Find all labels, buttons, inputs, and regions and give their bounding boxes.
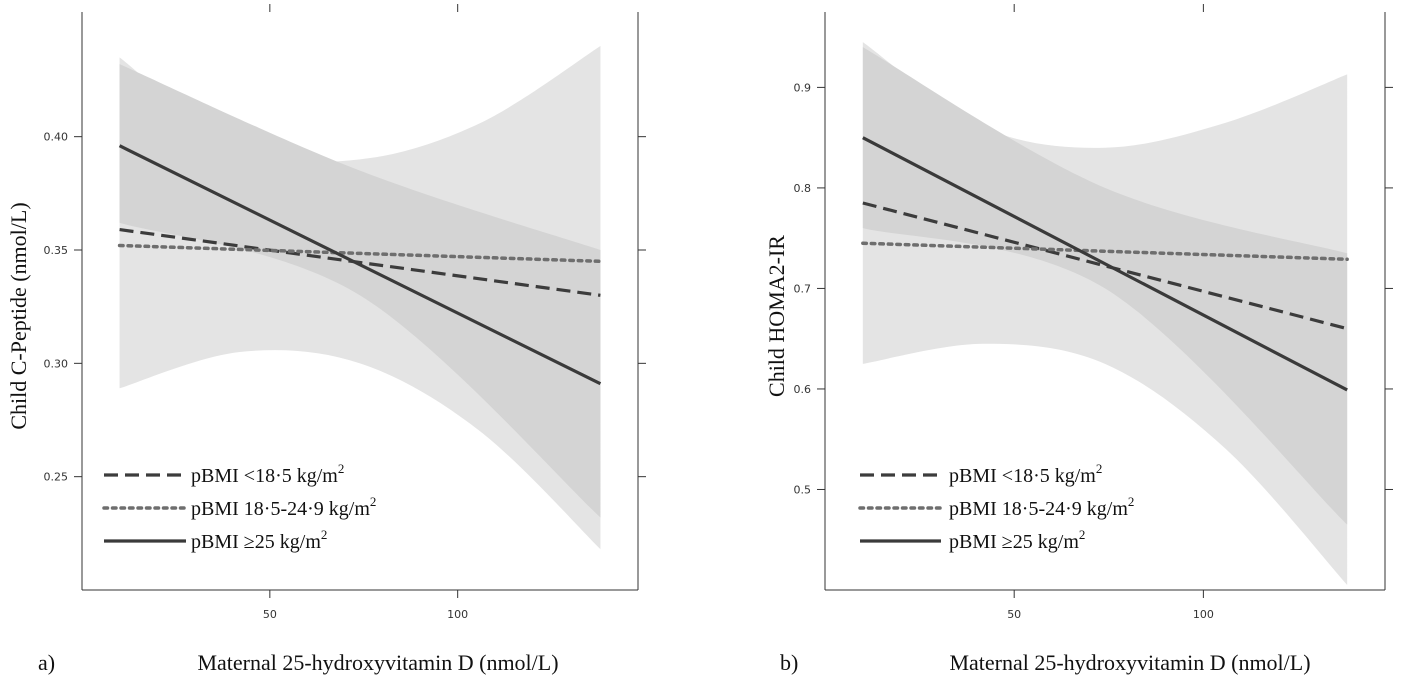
legend-label: pBMI 18·5-24·9 kg/m2 — [949, 494, 1134, 520]
y-tick-label: 0.5 — [794, 483, 812, 496]
legend-label: pBMI ≥25 kg/m2 — [191, 527, 327, 553]
y-tick-label: 0.8 — [794, 182, 812, 195]
legend-label: pBMI <18·5 kg/m2 — [191, 461, 344, 487]
y-axis-title: Child HOMA2-IR — [764, 235, 789, 397]
x-tick-label: 50 — [263, 608, 277, 621]
y-axis-title: Child C-Peptide (nmol/L) — [6, 202, 31, 429]
series-line-dotted — [861, 241, 1349, 262]
series-line-dotted — [117, 243, 603, 264]
legend-label: pBMI <18·5 kg/m2 — [949, 461, 1102, 487]
panel-a: 50 100 0.25 0.30 0.35 0.40 pBMI <18·5 kg/m2 pBM… — [6, 4, 646, 675]
y-tick-label: 0.30 — [44, 357, 69, 370]
y-tick-label: 0.35 — [44, 244, 69, 257]
series-line-solid — [118, 144, 602, 386]
x-axis-title: Maternal 25-hydroxyvitamin D (nmol/L) — [949, 650, 1310, 675]
y-tick-label: 0.7 — [794, 282, 812, 295]
x-tick-label: 100 — [1193, 608, 1214, 621]
x-axis-title: Maternal 25-hydroxyvitamin D (nmol/L) — [197, 650, 558, 675]
legend-label: pBMI ≥25 kg/m2 — [949, 527, 1085, 553]
x-tick-label: 100 — [447, 608, 468, 621]
y-tick-label: 0.40 — [44, 131, 69, 144]
panel-label: b) — [780, 650, 798, 675]
legend-label: pBMI 18·5-24·9 kg/m2 — [191, 494, 376, 520]
x-tick-label: 50 — [1007, 608, 1021, 621]
series-line-solid — [862, 136, 1348, 392]
series-line-dashed — [119, 228, 601, 297]
y-tick-label: 0.9 — [794, 81, 812, 94]
y-tick-label: 0.25 — [44, 471, 69, 484]
ci-band-inner — [119, 64, 601, 518]
y-tick-label: 0.6 — [794, 383, 812, 396]
ci-band-inner — [862, 47, 1348, 525]
panel-label: a) — [38, 650, 55, 675]
panel-b: 50 100 0.5 0.6 0.7 0.8 0.9 pBMI <18·5 kg/m2 pBMI… — [764, 4, 1393, 675]
